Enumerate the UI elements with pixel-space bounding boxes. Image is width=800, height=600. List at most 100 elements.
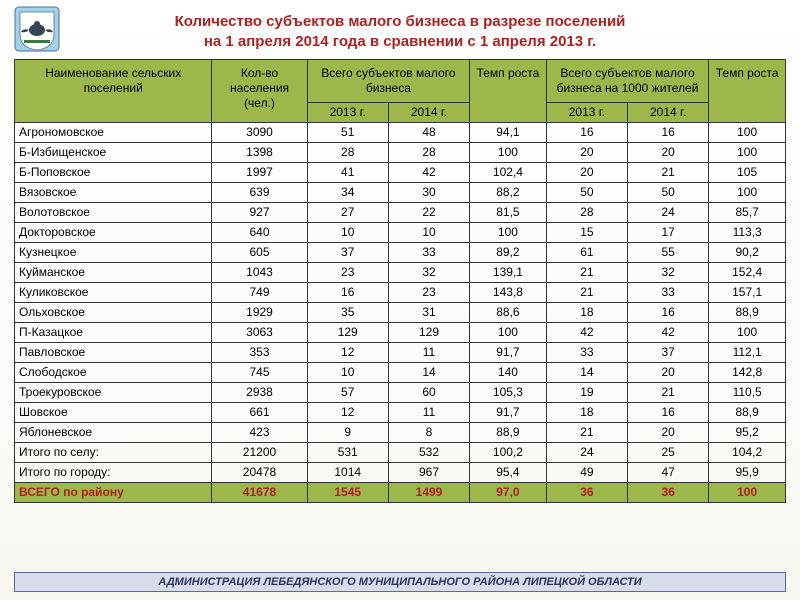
cell: 88,2	[470, 183, 547, 203]
cell: 28	[546, 203, 627, 223]
cell: 532	[388, 443, 469, 463]
col-growth-1: Темп роста	[470, 60, 547, 123]
cell: 61	[546, 243, 627, 263]
cell: 1997	[212, 163, 307, 183]
cell: 50	[628, 183, 709, 203]
cell: 661	[212, 403, 307, 423]
title-line-2: на 1 апреля 2014 года в сравнении с 1 ап…	[204, 33, 596, 50]
cell: 81,5	[470, 203, 547, 223]
cell: 10	[307, 223, 388, 243]
cell: 11	[388, 403, 469, 423]
cell: 28	[307, 143, 388, 163]
cell: 639	[212, 183, 307, 203]
table-row: Б-Избищенское139828281002020100	[15, 143, 786, 163]
cell: Ольховское	[15, 303, 212, 323]
data-table: Наименование сельских поселений Кол-во н…	[14, 59, 786, 503]
cell: 55	[628, 243, 709, 263]
cell: Итого по селу:	[15, 443, 212, 463]
cell: Вязовское	[15, 183, 212, 203]
table-row: Павловское353121191,73337112,1	[15, 343, 786, 363]
table-row: Шовское661121191,7181688,9	[15, 403, 786, 423]
table-row: Итого по городу:20478101496795,4494795,9	[15, 463, 786, 483]
cell: 100,2	[470, 443, 547, 463]
cell: 35	[307, 303, 388, 323]
cell: 41	[307, 163, 388, 183]
col-2013-a: 2013 г.	[307, 103, 388, 123]
cell: Кузнецкое	[15, 243, 212, 263]
cell: 90,2	[709, 243, 786, 263]
cell: 25	[628, 443, 709, 463]
cell: 85,7	[709, 203, 786, 223]
cell: 18	[546, 303, 627, 323]
cell: 3090	[212, 123, 307, 143]
cell: 423	[212, 423, 307, 443]
cell: 20	[546, 143, 627, 163]
cell: 15	[546, 223, 627, 243]
cell: 1545	[307, 483, 388, 503]
cell: 20	[628, 423, 709, 443]
cell: 49	[546, 463, 627, 483]
cell: 1929	[212, 303, 307, 323]
table-row: ВСЕГО по району416781545149997,03636100	[15, 483, 786, 503]
cell: 105	[709, 163, 786, 183]
cell: 32	[388, 263, 469, 283]
table-row: Б-Поповское19974142102,42021105	[15, 163, 786, 183]
cell: Шовское	[15, 403, 212, 423]
cell: 95,9	[709, 463, 786, 483]
cell: 57	[307, 383, 388, 403]
cell: 88,9	[709, 403, 786, 423]
cell: 18	[546, 403, 627, 423]
cell: 8	[388, 423, 469, 443]
cell: Б-Избищенское	[15, 143, 212, 163]
cell: 95,4	[470, 463, 547, 483]
cell: 20	[628, 143, 709, 163]
cell: Слободское	[15, 363, 212, 383]
cell: 30	[388, 183, 469, 203]
footer-bar: АДМИНИСТРАЦИЯ ЛЕБЕДЯНСКОГО МУНИЦИПАЛЬНОГ…	[14, 572, 786, 592]
cell: 129	[307, 323, 388, 343]
cell: 100	[470, 323, 547, 343]
cell: 16	[628, 123, 709, 143]
cell: Куйманское	[15, 263, 212, 283]
col-growth-2: Темп роста	[709, 60, 786, 123]
cell: Агрономовское	[15, 123, 212, 143]
cell: 16	[628, 303, 709, 323]
cell: Б-Поповское	[15, 163, 212, 183]
cell: 27	[307, 203, 388, 223]
cell: 100	[709, 323, 786, 343]
cell: 17	[628, 223, 709, 243]
cell: 143,8	[470, 283, 547, 303]
cell: 140	[470, 363, 547, 383]
cell: 353	[212, 343, 307, 363]
cell: 28	[388, 143, 469, 163]
cell: 88,6	[470, 303, 547, 323]
slide-title: Количество субъектов малого бизнеса в ра…	[14, 8, 786, 59]
cell: 16	[628, 403, 709, 423]
cell: 749	[212, 283, 307, 303]
col-subjects: Всего субъектов малого бизнеса	[307, 60, 470, 103]
cell: 967	[388, 463, 469, 483]
cell: 100	[470, 223, 547, 243]
table-row: Ольховское1929353188,6181688,9	[15, 303, 786, 323]
cell: 36	[546, 483, 627, 503]
cell: 91,7	[470, 343, 547, 363]
table-header: Наименование сельских поселений Кол-во н…	[15, 60, 786, 123]
cell: 104,2	[709, 443, 786, 463]
cell: 110,5	[709, 383, 786, 403]
table-row: Кузнецкое605373389,2615590,2	[15, 243, 786, 263]
cell: ВСЕГО по району	[15, 483, 212, 503]
table-row: Итого по селу:21200531532100,22425104,2	[15, 443, 786, 463]
cell: П-Казацкое	[15, 323, 212, 343]
cell: 3063	[212, 323, 307, 343]
table-row: Куйманское10432332139,12132152,4	[15, 263, 786, 283]
cell: 10	[307, 363, 388, 383]
cell: 113,3	[709, 223, 786, 243]
cell: 94,1	[470, 123, 547, 143]
cell: 102,4	[470, 163, 547, 183]
cell: 10	[388, 223, 469, 243]
cell: 129	[388, 323, 469, 343]
table-row: Докторовское64010101001517113,3	[15, 223, 786, 243]
cell: 21	[546, 283, 627, 303]
cell: 47	[628, 463, 709, 483]
cell: 33	[628, 283, 709, 303]
